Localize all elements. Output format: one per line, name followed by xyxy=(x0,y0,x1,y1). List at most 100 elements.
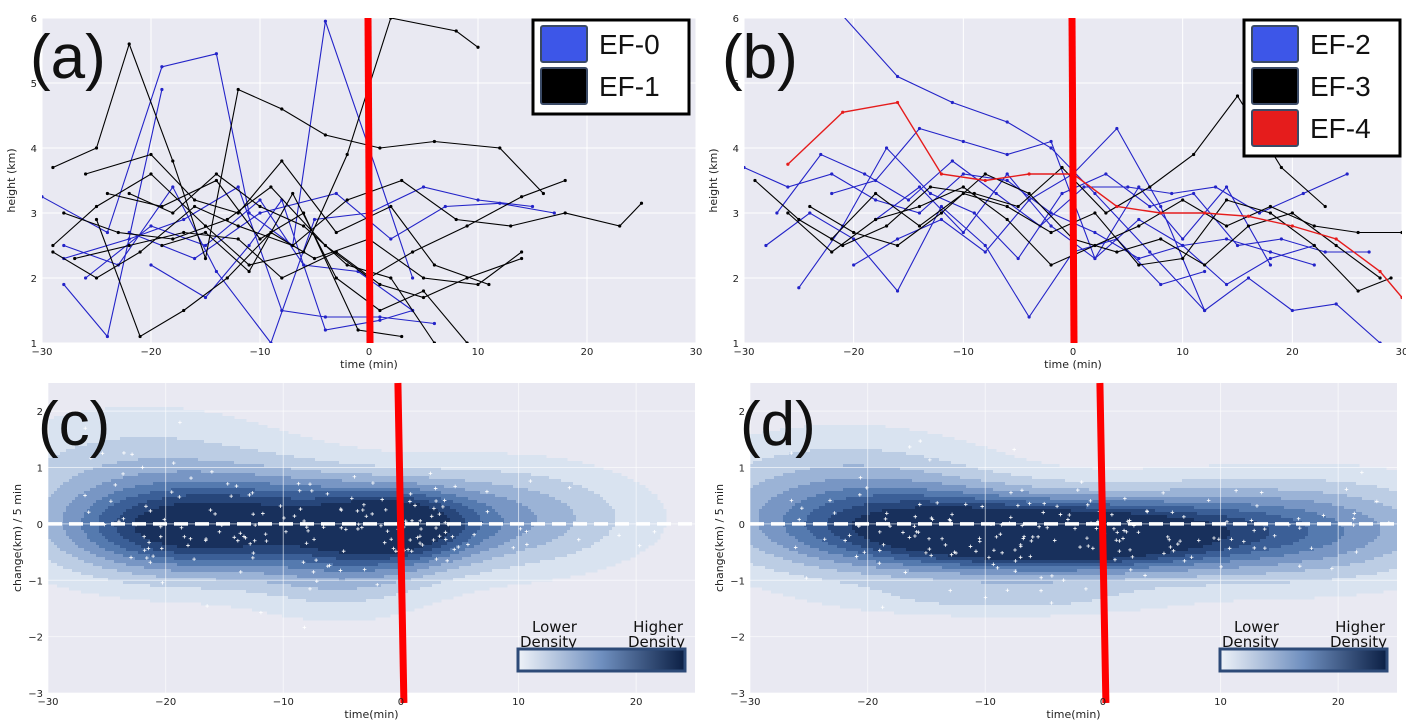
density-cell xyxy=(162,530,166,534)
density-cell xyxy=(246,545,250,549)
density-cell xyxy=(48,551,52,555)
density-cell xyxy=(195,488,199,492)
density-cell xyxy=(198,590,202,594)
density-cell xyxy=(255,488,259,492)
density-cell xyxy=(192,485,196,489)
density-cell xyxy=(174,578,178,582)
density-cell xyxy=(204,488,208,492)
density-cell xyxy=(150,449,154,453)
density-cell xyxy=(78,587,82,591)
density-cell xyxy=(57,527,61,531)
density-cell xyxy=(213,452,217,456)
density-cell xyxy=(57,515,61,519)
density-cell xyxy=(57,545,61,549)
density-cell xyxy=(213,422,217,426)
series-point xyxy=(961,185,965,189)
density-cell xyxy=(126,506,130,510)
density-cell xyxy=(78,497,82,501)
density-cell xyxy=(153,452,157,456)
density-cell xyxy=(129,503,133,507)
density-cell xyxy=(108,587,112,591)
density-cell xyxy=(81,437,85,441)
density-cell xyxy=(108,557,112,561)
density-cell xyxy=(54,428,58,432)
density-cell xyxy=(207,446,211,450)
density-cell xyxy=(252,431,256,435)
series-point xyxy=(51,243,55,248)
density-cell xyxy=(228,452,232,456)
density-cell xyxy=(195,557,199,561)
density-cell xyxy=(84,524,88,528)
density-cell xyxy=(120,506,124,510)
density-cell xyxy=(69,554,73,558)
density-cell xyxy=(102,557,106,561)
density-cell xyxy=(81,566,85,570)
density-cell xyxy=(135,476,139,480)
density-cell xyxy=(72,446,76,450)
density-cell xyxy=(156,560,160,564)
density-cell xyxy=(234,494,238,498)
series-point xyxy=(236,87,240,92)
series-point xyxy=(1378,269,1382,274)
density-cell xyxy=(153,578,157,582)
density-cell xyxy=(60,509,64,513)
density-cell xyxy=(57,572,61,576)
density-cell xyxy=(117,563,121,567)
series-point xyxy=(1356,289,1360,293)
density-cell xyxy=(207,602,211,606)
density-cell xyxy=(144,545,148,549)
density-cell xyxy=(162,542,166,546)
series-point xyxy=(465,341,469,343)
density-cell xyxy=(180,569,184,573)
density-cell xyxy=(201,455,205,459)
density-cell xyxy=(213,500,217,504)
density-cell xyxy=(87,452,91,456)
density-cell xyxy=(177,533,181,537)
density-cell xyxy=(90,551,94,555)
x-tick-label: −10 xyxy=(953,347,974,358)
density-cell xyxy=(99,557,103,561)
density-cell xyxy=(87,416,91,420)
density-cell xyxy=(51,539,55,543)
series-point xyxy=(1400,230,1402,235)
density-cell xyxy=(225,560,229,564)
density-cell xyxy=(105,578,109,582)
density-cell xyxy=(117,485,121,489)
density-cell xyxy=(114,512,118,516)
density-cell xyxy=(72,479,76,483)
density-cell xyxy=(126,596,130,600)
density-cell xyxy=(75,569,79,573)
density-cell xyxy=(258,452,262,456)
density-cell xyxy=(168,446,172,450)
density-cell xyxy=(102,587,106,591)
density-cell xyxy=(219,500,223,504)
density-cell xyxy=(255,599,259,603)
density-cell xyxy=(132,461,136,465)
density-cell xyxy=(123,593,127,597)
density-cell xyxy=(126,575,130,579)
density-cell xyxy=(189,431,193,435)
density-cell xyxy=(213,413,217,417)
density-cell xyxy=(183,584,187,588)
density-cell xyxy=(192,467,196,471)
density-cell xyxy=(213,431,217,435)
density-cell xyxy=(123,449,127,453)
density-cell xyxy=(111,542,115,546)
density-cell xyxy=(75,539,79,543)
density-cell xyxy=(204,470,208,474)
density-cell xyxy=(222,446,226,450)
series-line-ef-2 xyxy=(776,153,1348,227)
density-cell xyxy=(234,584,238,588)
density-cell xyxy=(159,479,163,483)
density-cell xyxy=(255,545,259,549)
density-cell xyxy=(138,482,142,486)
density-cell xyxy=(261,518,265,522)
density-cell xyxy=(132,491,136,495)
density-cell xyxy=(120,497,124,501)
density-cell xyxy=(87,590,91,594)
density-cell xyxy=(48,443,52,447)
density-cell xyxy=(81,584,85,588)
density-cell xyxy=(156,488,160,492)
density-cell xyxy=(66,536,70,540)
density-cell xyxy=(210,473,214,477)
